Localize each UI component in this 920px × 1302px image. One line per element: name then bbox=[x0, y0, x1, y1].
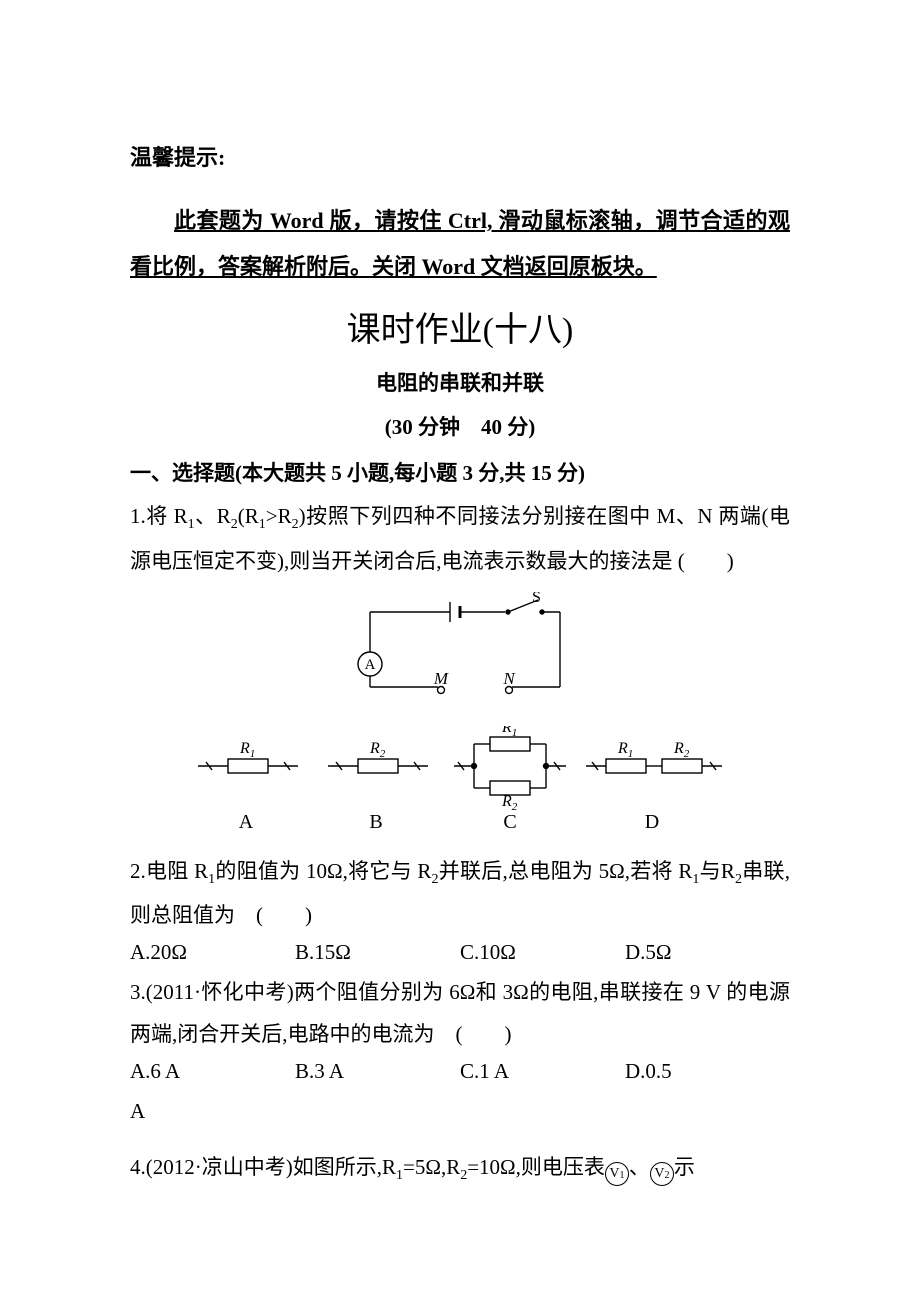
question-1: 1.将 R1、R2(R1>R2)按照下列四种不同接法分别接在图中 M、N 两端(… bbox=[130, 495, 790, 581]
q2-opt-d: D.5Ω bbox=[625, 940, 790, 965]
q2-part: 与R bbox=[699, 859, 735, 883]
q2-part: 并联后,总电阻为 5Ω,若将 R bbox=[438, 859, 692, 883]
q2-part: 2.电阻 R bbox=[130, 859, 208, 883]
q3-opt-c: C.1 A bbox=[460, 1059, 625, 1084]
q4-part: 、 bbox=[629, 1155, 650, 1179]
terminal-n-label: N bbox=[502, 669, 516, 688]
q1-sub: 2 bbox=[292, 518, 299, 533]
q1-sub: 1 bbox=[188, 518, 195, 533]
opt-a-label: A bbox=[239, 811, 254, 833]
q2-opt-a: A.20Ω bbox=[130, 940, 295, 965]
q1-sub: 1 bbox=[259, 518, 266, 533]
hint-label: 温馨提示: bbox=[130, 140, 790, 172]
q1-part: 、R bbox=[195, 504, 231, 528]
q4-sub: 1 bbox=[396, 1168, 403, 1183]
q2-opt-c: C.10Ω bbox=[460, 940, 625, 965]
q1-part: (R bbox=[238, 504, 259, 528]
options-svg: R1 R2 R1 R2 R1 R2 A B C D bbox=[190, 726, 730, 836]
q3-opt-b: B.3 A bbox=[295, 1059, 460, 1084]
circuit-svg: A S M N bbox=[310, 592, 610, 712]
page-title: 课时作业(十八) bbox=[130, 302, 790, 351]
opt-b-label: B bbox=[369, 811, 382, 833]
voltmeter-2-icon: V2 bbox=[650, 1162, 674, 1186]
svg-text:R1: R1 bbox=[617, 740, 633, 760]
q2-opt-b: B.15Ω bbox=[295, 940, 460, 965]
svg-text:R2: R2 bbox=[501, 793, 518, 813]
svg-text:R1: R1 bbox=[239, 740, 255, 760]
question-4: 4.(2012·凉山中考)如图所示,R1=5Ω,R2=10Ω,则电压表V1、V2… bbox=[130, 1146, 790, 1190]
circuit-figure: A S M N bbox=[130, 592, 790, 712]
terminal-m-label: M bbox=[433, 669, 449, 688]
svg-text:R2: R2 bbox=[673, 740, 690, 760]
q2-part: 的阻值为 10Ω,将它与 R bbox=[215, 859, 431, 883]
q4-part: 示 bbox=[674, 1155, 695, 1179]
question-2: 2.电阻 R1的阻值为 10Ω,将它与 R2并联后,总电阻为 5Ω,若将 R1与… bbox=[130, 850, 790, 936]
opt-d-label: D bbox=[645, 811, 659, 833]
opt-c-label: C bbox=[503, 811, 516, 833]
page-subtitle: 电阻的串联和并联 bbox=[130, 367, 790, 397]
q1-part: >R bbox=[266, 504, 292, 528]
hint-body: 此套题为 Word 版，请按住 Ctrl, 滑动鼠标滚轴，调节合适的观看比例，答… bbox=[130, 198, 790, 290]
q2-sub: 2 bbox=[735, 872, 742, 887]
q4-part: 4.(2012·凉山中考)如图所示,R bbox=[130, 1155, 396, 1179]
q3-options: A.6 A B.3 A C.1 A D.0.5 bbox=[130, 1059, 790, 1084]
q3-opt-d: D.0.5 bbox=[625, 1059, 790, 1084]
section-heading-1: 一、选择题(本大题共 5 小题,每小题 3 分,共 15 分) bbox=[130, 457, 790, 487]
switch-label: S bbox=[532, 592, 541, 606]
options-figure: R1 R2 R1 R2 R1 R2 A B C D bbox=[130, 726, 790, 836]
question-3: 3.(2011·怀化中考)两个阻值分别为 6Ω和 3Ω的电阻,串联接在 9 V … bbox=[130, 971, 790, 1055]
q2-options: A.20Ω B.15Ω C.10Ω D.5Ω bbox=[130, 940, 790, 965]
svg-text:R2: R2 bbox=[369, 740, 386, 760]
q3-opt-a: A.6 A bbox=[130, 1059, 295, 1084]
q4-part: =10Ω,则电压表 bbox=[467, 1155, 605, 1179]
q1-sub: 2 bbox=[231, 518, 238, 533]
q4-part: =5Ω,R bbox=[403, 1155, 460, 1179]
time-score: (30 分钟 40 分) bbox=[130, 411, 790, 441]
voltmeter-1-icon: V1 bbox=[605, 1162, 629, 1186]
ammeter-label: A bbox=[365, 657, 376, 673]
q3-tail: A bbox=[130, 1090, 790, 1132]
q1-part: 1.将 R bbox=[130, 504, 188, 528]
